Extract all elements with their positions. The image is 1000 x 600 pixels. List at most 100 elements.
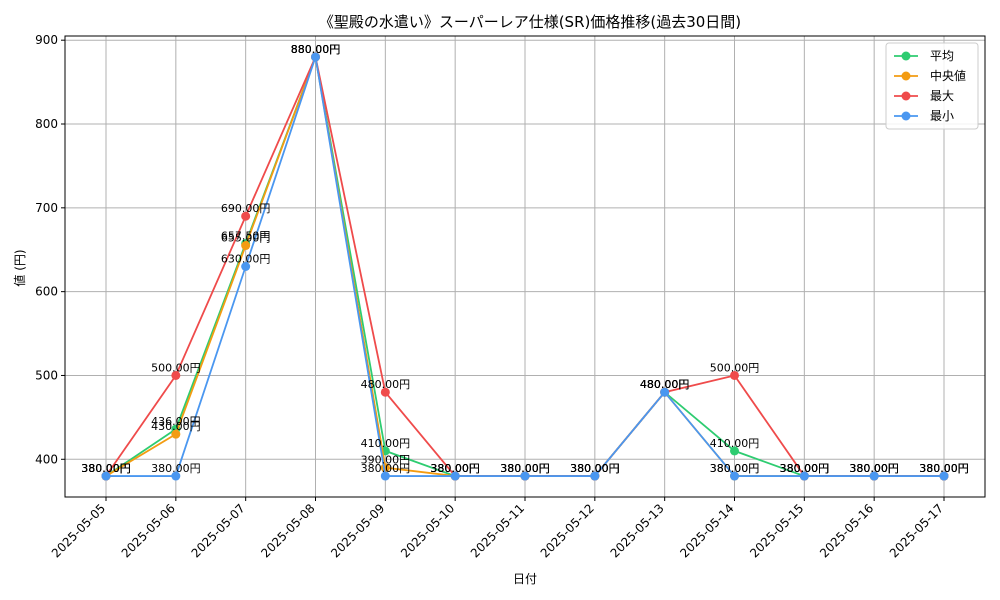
data-label: 380.00円 [780,462,830,475]
x-tick-label: 2025-05-16 [817,501,876,560]
data-label: 480.00円 [640,378,690,391]
data-label: 380.00円 [361,462,411,475]
legend-marker [901,51,911,61]
data-point [939,471,949,481]
legend-entry: 最小 [930,109,954,123]
data-point [799,471,809,481]
x-tick-label: 2025-05-14 [677,501,736,560]
x-tick-label: 2025-05-13 [608,501,667,560]
data-label: 410.00円 [710,437,760,450]
data-label: 380.00円 [500,462,550,475]
data-point [730,370,739,380]
data-point [241,262,251,271]
data-label: 380.00円 [570,462,620,475]
data-label: 380.00円 [849,462,899,475]
data-label: 380.00円 [919,462,969,475]
data-label: 380.00円 [570,462,620,475]
data-label: 380.00円 [430,462,480,475]
x-tick-label: 2025-05-15 [747,501,806,560]
y-tick-label: 800 [35,117,58,131]
data-label: 380.00円 [81,462,131,475]
legend-marker [901,91,911,101]
grid-layer [65,36,985,497]
data-label: 380.00円 [430,462,480,475]
data-point [241,211,251,221]
data-label: 480.00円 [640,378,690,391]
data-point [590,471,600,481]
y-tick-label: 600 [35,285,58,299]
x-tick-label: 2025-05-06 [119,501,178,560]
data-label: 500.00円 [151,361,201,374]
data-label: 380.00円 [570,462,620,475]
series-layer [101,52,949,481]
x-tick-label: 2025-05-08 [258,501,317,560]
data-point [660,387,670,397]
data-label: 380.00円 [780,462,830,475]
data-point [171,471,181,481]
data-point [171,370,181,380]
data-label: 690.00円 [221,202,271,215]
data-label: 380.00円 [151,462,201,475]
legend-entry: 最大 [930,89,954,103]
data-label: 380.00円 [710,462,760,475]
x-tick-label: 2025-05-10 [398,501,457,560]
data-point [241,241,251,251]
data-label: 380.00円 [500,462,550,475]
data-label: 380.00円 [81,462,131,475]
data-labels: 380.00円 436.00円 657.50円 880.00円 410.00円 380.0… [81,43,969,475]
y-tick-label: 700 [35,201,58,215]
data-label: 380.00円 [849,462,899,475]
data-label: 380.00円 [81,462,131,475]
y-tick-label: 500 [35,368,58,382]
x-tick-label: 2025-05-07 [189,501,248,560]
data-label: 380.00円 [500,462,550,475]
data-label: 655.00円 [221,232,271,245]
data-label: 380.00円 [849,462,899,475]
x-axis: 2025-05-05 2025-05-06 2025-05-07 2025-05-08… [49,497,946,560]
data-label: 880.00円 [291,43,341,56]
x-axis-label: 日付 [513,572,537,586]
data-label: 380.00円 [919,462,969,475]
data-point [380,387,390,397]
data-label: 380.00円 [570,462,620,475]
legend-marker [901,111,911,121]
data-label: 380.00円 [500,462,550,475]
x-tick-label: 2025-05-17 [887,501,946,560]
data-label: 880.00円 [291,43,341,56]
y-tick-label: 900 [35,33,58,47]
data-label: 480.00円 [640,378,690,391]
data-point [520,471,530,481]
data-label: 630.00円 [221,253,271,266]
data-label: 480.00円 [640,378,690,391]
x-tick-label: 2025-05-09 [328,501,387,560]
data-point [380,471,390,481]
data-label: 436.00円 [151,415,201,428]
data-label: 380.00円 [780,462,830,475]
data-label: 380.00円 [430,462,480,475]
y-axis: 400 500 600 700 800 900 [35,33,65,466]
data-point [101,471,111,481]
data-point [730,471,739,481]
x-tick-label: 2025-05-05 [49,501,108,560]
data-label: 430.00円 [151,420,201,433]
data-label: 390.00円 [361,454,411,467]
chart-title: 《聖殿の水遣い》スーパーレア仕様(SR)価格推移(過去30日間) [319,13,741,31]
data-label: 657.50円 [221,229,271,242]
x-tick-label: 2025-05-11 [468,501,527,560]
data-label: 380.00円 [919,462,969,475]
data-point [450,471,460,481]
data-point [730,446,739,456]
data-point [311,52,320,62]
legend-entry: 中央値 [930,68,966,83]
legend-marker [901,71,911,81]
data-label: 880.00円 [291,43,341,56]
data-label: 410.00円 [361,437,411,450]
data-label: 380.00円 [81,462,131,475]
data-label: 380.00円 [710,462,760,475]
data-point [869,471,879,481]
data-label: 380.00円 [780,462,830,475]
data-label: 500.00円 [710,361,760,374]
legend-box [885,42,979,130]
